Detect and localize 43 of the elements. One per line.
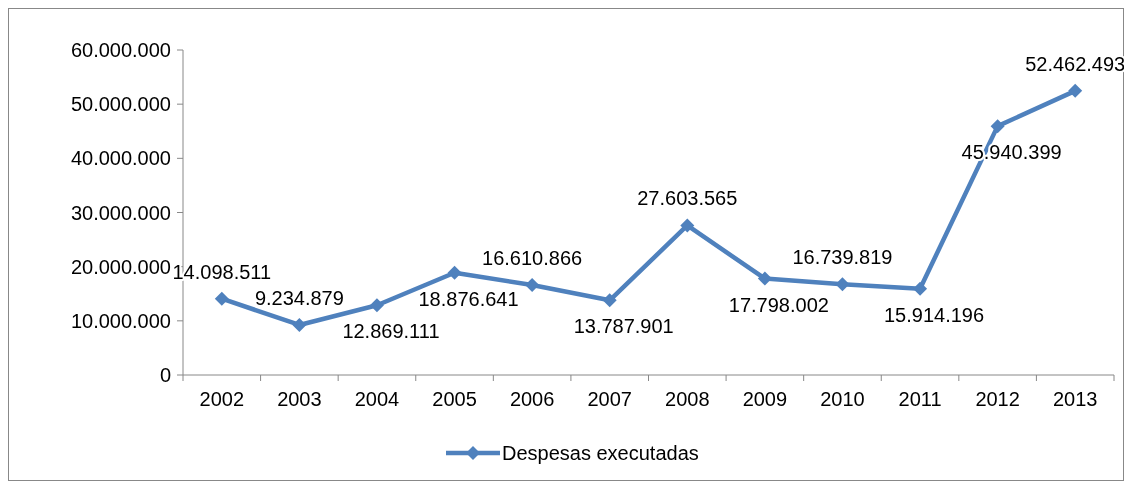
point (602, 293, 617, 308)
x-tick-label: 2013 (1052, 388, 1098, 410)
data-label: 14.098.511 (172, 260, 272, 283)
point (680, 218, 695, 233)
legend-label: Despesas executadas (502, 442, 699, 464)
point (835, 277, 850, 292)
x-tick-label: 2008 (665, 388, 710, 410)
point (757, 271, 772, 286)
data-label: 16.739.819 (792, 246, 893, 269)
point (447, 265, 462, 280)
x-tick-label: 2012 (975, 388, 1020, 410)
data-label: 52.462.493 (1025, 52, 1126, 75)
x-tick-label: 2009 (742, 388, 788, 410)
point (369, 298, 384, 313)
data-label: 15.914.196 (883, 303, 985, 326)
x-tick-label: 2011 (898, 388, 942, 410)
x-tick-label: 2006 (509, 388, 555, 410)
data-label: 17.798.002 (728, 293, 829, 316)
x-tick-label: 2003 (277, 388, 322, 410)
y-tick-label: 0 (159, 364, 171, 386)
x-tick-label: 2010 (820, 388, 865, 410)
data-label: 9.234.879 (254, 286, 344, 309)
data-label: 12.869.111 (342, 320, 440, 343)
y-tick-label: 60.000.000 (70, 39, 171, 61)
y-tick-label: 50.000.000 (70, 93, 171, 116)
point (990, 119, 1005, 134)
point (214, 291, 229, 306)
data-label: 27.603.565 (637, 187, 738, 210)
data-label: 13.787.901 (573, 315, 674, 338)
x-tick-label: 2002 (199, 388, 245, 410)
y-tick-label: 40.000.000 (70, 147, 171, 170)
point (292, 317, 307, 332)
x-tick-label: 2007 (587, 388, 632, 410)
point (525, 278, 540, 293)
y-tick-label: 20.000.000 (70, 255, 171, 278)
x-tick-label: 2005 (432, 388, 477, 410)
data-label: 16.610.866 (482, 247, 583, 270)
y-tick-label: 10.000.000 (70, 309, 171, 332)
data-label: 18.876.641 (418, 287, 519, 310)
y-tick-label: 30.000.000 (70, 201, 171, 224)
point (913, 281, 928, 296)
x-tick-label: 2004 (354, 388, 400, 410)
point (1068, 83, 1083, 98)
